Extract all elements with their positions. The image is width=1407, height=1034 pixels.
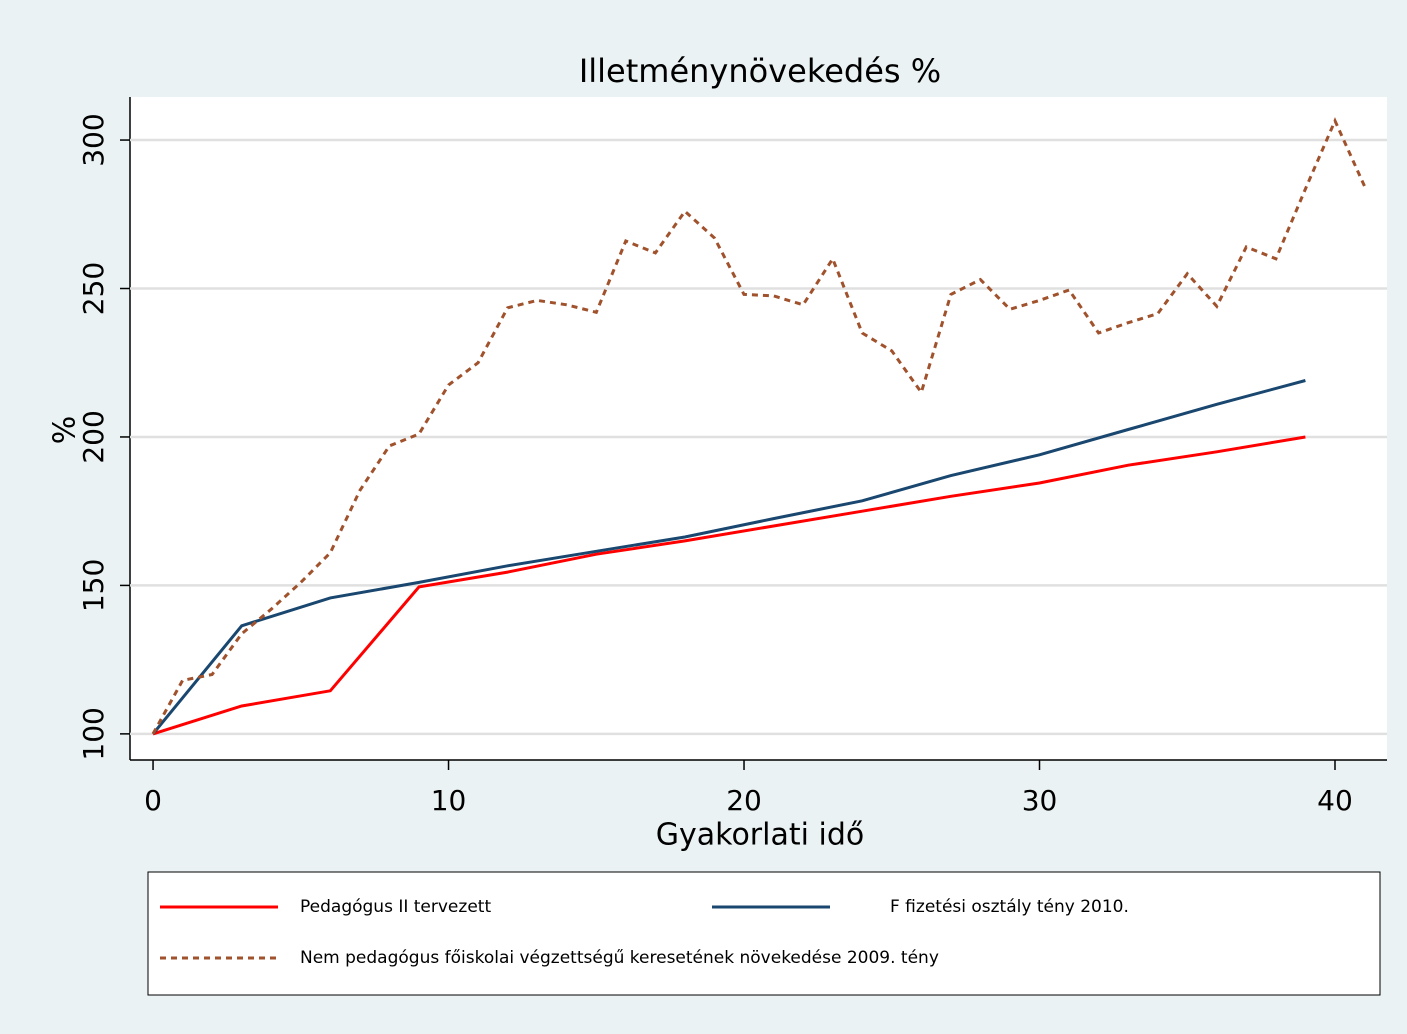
y-tick-label: 150 <box>77 559 110 612</box>
y-axis-title: % <box>48 416 83 445</box>
line-series <box>151 117 1366 735</box>
legend <box>147 871 1381 996</box>
x-tick-label: 10 <box>431 784 467 817</box>
line-series <box>151 379 1306 735</box>
legend-label: F fizetési osztály tény 2010. <box>890 897 1129 917</box>
x-tick-label: 0 <box>144 784 162 817</box>
line-series <box>152 435 1306 736</box>
legend-label: Pedagógus II tervezett <box>300 897 491 917</box>
y-tick-label: 100 <box>77 707 110 760</box>
legend-label: Nem pedagógus főiskolai végzettségű kere… <box>300 948 939 968</box>
y-tick-label: 200 <box>77 410 110 463</box>
x-tick-label: 20 <box>726 784 762 817</box>
plot-area <box>130 97 1387 760</box>
x-tick-label: 30 <box>1022 784 1058 817</box>
y-tick-label: 300 <box>77 113 110 166</box>
chart-title: Illetménynövekedés % <box>579 52 941 90</box>
x-tick-label: 40 <box>1317 784 1353 817</box>
x-axis-title: Gyakorlati idő <box>656 818 864 853</box>
y-tick-label: 250 <box>77 262 110 315</box>
